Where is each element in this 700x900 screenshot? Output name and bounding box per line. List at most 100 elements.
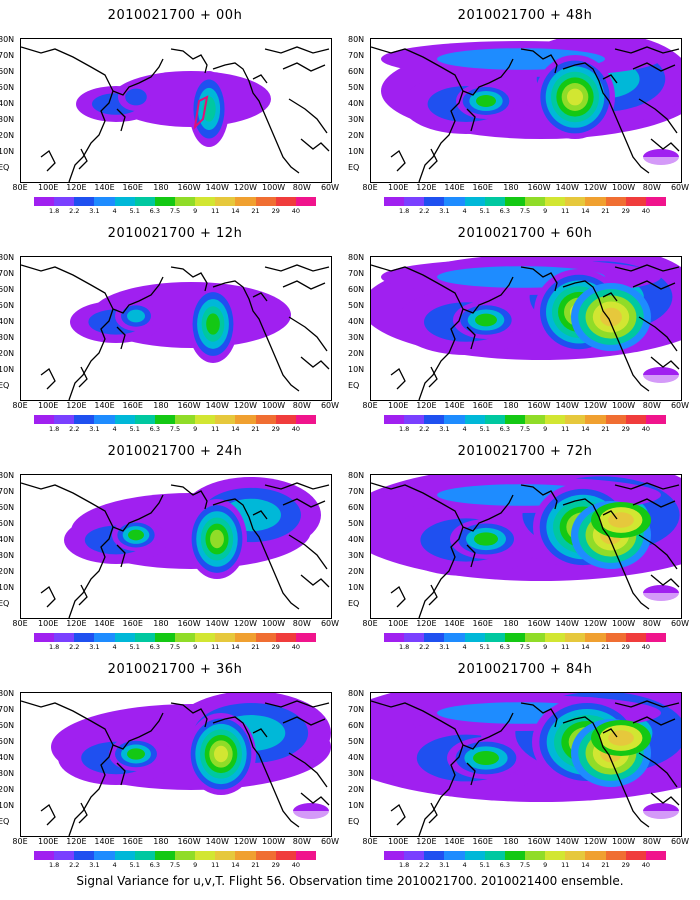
coastline [212,62,300,174]
lat-tick-label: 80N [348,471,365,480]
lon-tick-label: 160E [472,183,493,192]
coastline [300,792,330,806]
colorbar-label: 21 [601,643,610,651]
coastline [21,46,114,182]
coastline [40,368,56,390]
panel-title: 2010021700 + 48h [457,8,593,23]
lon-tick-label: 160E [472,401,493,410]
colorbar-swatch [154,851,175,860]
lon-tick-label: 100W [612,837,636,846]
coastline [614,700,680,708]
lon-tick-label: 100W [612,619,636,628]
coastline [371,700,464,836]
coastline [562,716,650,828]
colorbar-label: 7.5 [169,861,181,869]
lon-tick-label: 140W [205,183,229,192]
colorbar-label: 6.3 [149,861,161,869]
coastline [632,716,676,726]
coastline [562,62,650,174]
colorbar-swatch [645,633,666,642]
colorbar-swatch [605,633,626,642]
lon-tick-label: 120E [66,183,87,192]
colorbar-label: 14 [231,643,240,651]
colorbar-label: 9 [193,643,198,651]
colorbar-label: 40 [291,861,300,869]
lon-tick-label: 140W [555,401,579,410]
coastline [252,74,268,84]
colorbar-swatch [384,633,405,642]
coastline [116,544,126,568]
colorbar-swatch [504,851,525,860]
coastline [300,138,330,152]
variance-contour [476,95,496,107]
coastline [650,792,680,806]
lat-tick-label: 40N [0,753,15,762]
lon-tick-label: 120E [416,837,437,846]
lat-tick-label: EQ [348,163,360,172]
colorbar-label: 29 [271,425,280,433]
colorbar-label: 1.8 [48,425,60,433]
lon-tick-label: 120W [233,837,258,846]
colorbar-swatch [235,851,256,860]
colorbar-swatch [255,633,276,642]
lat-tick-label: 10N [0,801,15,810]
coastline [78,366,88,388]
variance-map [20,38,332,183]
lon-tick-label: 180 [503,837,519,846]
colorbar-label: 4 [112,861,117,869]
colorbar-label: 14 [231,861,240,869]
lat-tick-label: EQ [0,817,10,826]
colorbar-label: 5.1 [129,861,140,869]
lon-tick-label: 120W [583,401,608,410]
lat-tick-label: 10N [348,801,365,810]
coastline [462,494,514,532]
colorbar-swatch [605,851,626,860]
coastline [40,150,56,172]
colorbar-swatch [154,415,175,424]
variance-contour [567,88,583,106]
map-svg [21,264,331,400]
coastline [650,138,680,152]
coastline [40,804,56,826]
colorbar-swatch [34,415,55,424]
coastline [602,510,618,520]
coastline [520,702,558,728]
colorbar-label: 6.3 [499,643,511,651]
colorbar [384,415,666,424]
colorbar-swatch [545,851,566,860]
lon-tick-label: 180 [503,619,519,628]
variance-contour [474,532,498,546]
lon-tick-label: 60W [670,401,690,410]
lon-tick-label: 180 [153,837,169,846]
lat-tick-label: 40N [348,99,365,108]
lat-tick-label: 50N [348,737,365,746]
coastline [462,58,514,96]
lat-tick-label: 10N [0,147,15,156]
coastline [632,498,676,508]
colorbar-label: 7.5 [519,861,531,869]
lat-tick-label: 60N [348,503,365,512]
lat-tick-label: 50N [0,301,15,310]
colorbar-label: 40 [291,207,300,215]
coastline [562,280,650,392]
colorbar-swatch [195,415,216,424]
colorbar-label: 1.8 [398,861,410,869]
colorbar-swatch [74,633,95,642]
lon-tick-label: 160E [472,619,493,628]
colorbar-swatch [565,415,586,424]
lat-tick-label: 70N [0,705,15,714]
coastline [466,544,476,568]
lon-tick-label: 180 [503,183,519,192]
colorbar [34,851,316,860]
colorbar-label: 40 [641,643,650,651]
lon-tick-label: 160W [527,401,551,410]
colorbar-label: 11 [211,425,220,433]
lon-tick-label: 160W [527,837,551,846]
colorbar-label: 1.8 [398,643,410,651]
lon-tick-label: 180 [153,401,169,410]
map-svg [21,693,331,836]
colorbar-label: 1.8 [48,207,60,215]
colorbar-swatch [235,197,256,206]
coastline [632,280,676,290]
colorbar-swatch [625,851,646,860]
